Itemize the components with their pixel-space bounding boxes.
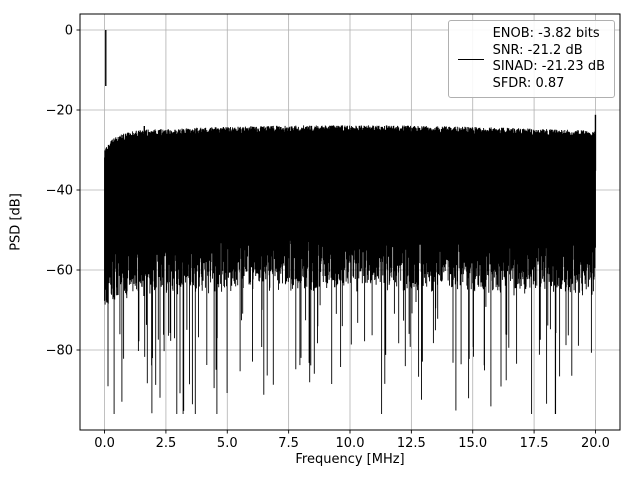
y-tick-label: −60 xyxy=(46,264,73,279)
legend-line-sample xyxy=(457,58,484,60)
y-tick-label: −80 xyxy=(46,344,73,359)
x-tick-label: 15.0 xyxy=(458,436,487,451)
x-tick-label: 20.0 xyxy=(581,436,610,451)
legend-entry-snr: SNR: -21.2 dB xyxy=(492,42,583,58)
x-tick-label: 2.5 xyxy=(156,436,177,451)
x-tick-label: 0.0 xyxy=(94,436,115,451)
x-axis-label: Frequency [MHz] xyxy=(295,452,405,467)
y-tick-label: 0 xyxy=(65,24,73,39)
x-tick-label: 17.5 xyxy=(520,436,549,451)
psd-noise-series xyxy=(104,125,596,414)
legend: ENOB: -3.82 bits SNR: -21.2 dB SINAD: -2… xyxy=(447,20,615,99)
legend-entry-sinad: SINAD: -21.23 dB xyxy=(492,59,605,75)
x-tick-label: 10.0 xyxy=(336,436,365,451)
x-tick-label: 5.0 xyxy=(217,436,238,451)
legend-entry-enob: ENOB: -3.82 bits xyxy=(492,26,600,41)
y-axis-label: PSD [dB] xyxy=(8,193,24,251)
legend-text-block: ENOB: -3.82 bits SNR: -21.2 dB SINAD: -2… xyxy=(493,26,605,92)
x-tick-label: 12.5 xyxy=(397,436,426,451)
legend-entry-sfdr: SFDR: 0.87 xyxy=(492,75,565,91)
x-tick-label: 7.5 xyxy=(278,436,299,451)
y-tick-label: −20 xyxy=(46,104,73,119)
y-tick-label: −40 xyxy=(46,184,73,199)
